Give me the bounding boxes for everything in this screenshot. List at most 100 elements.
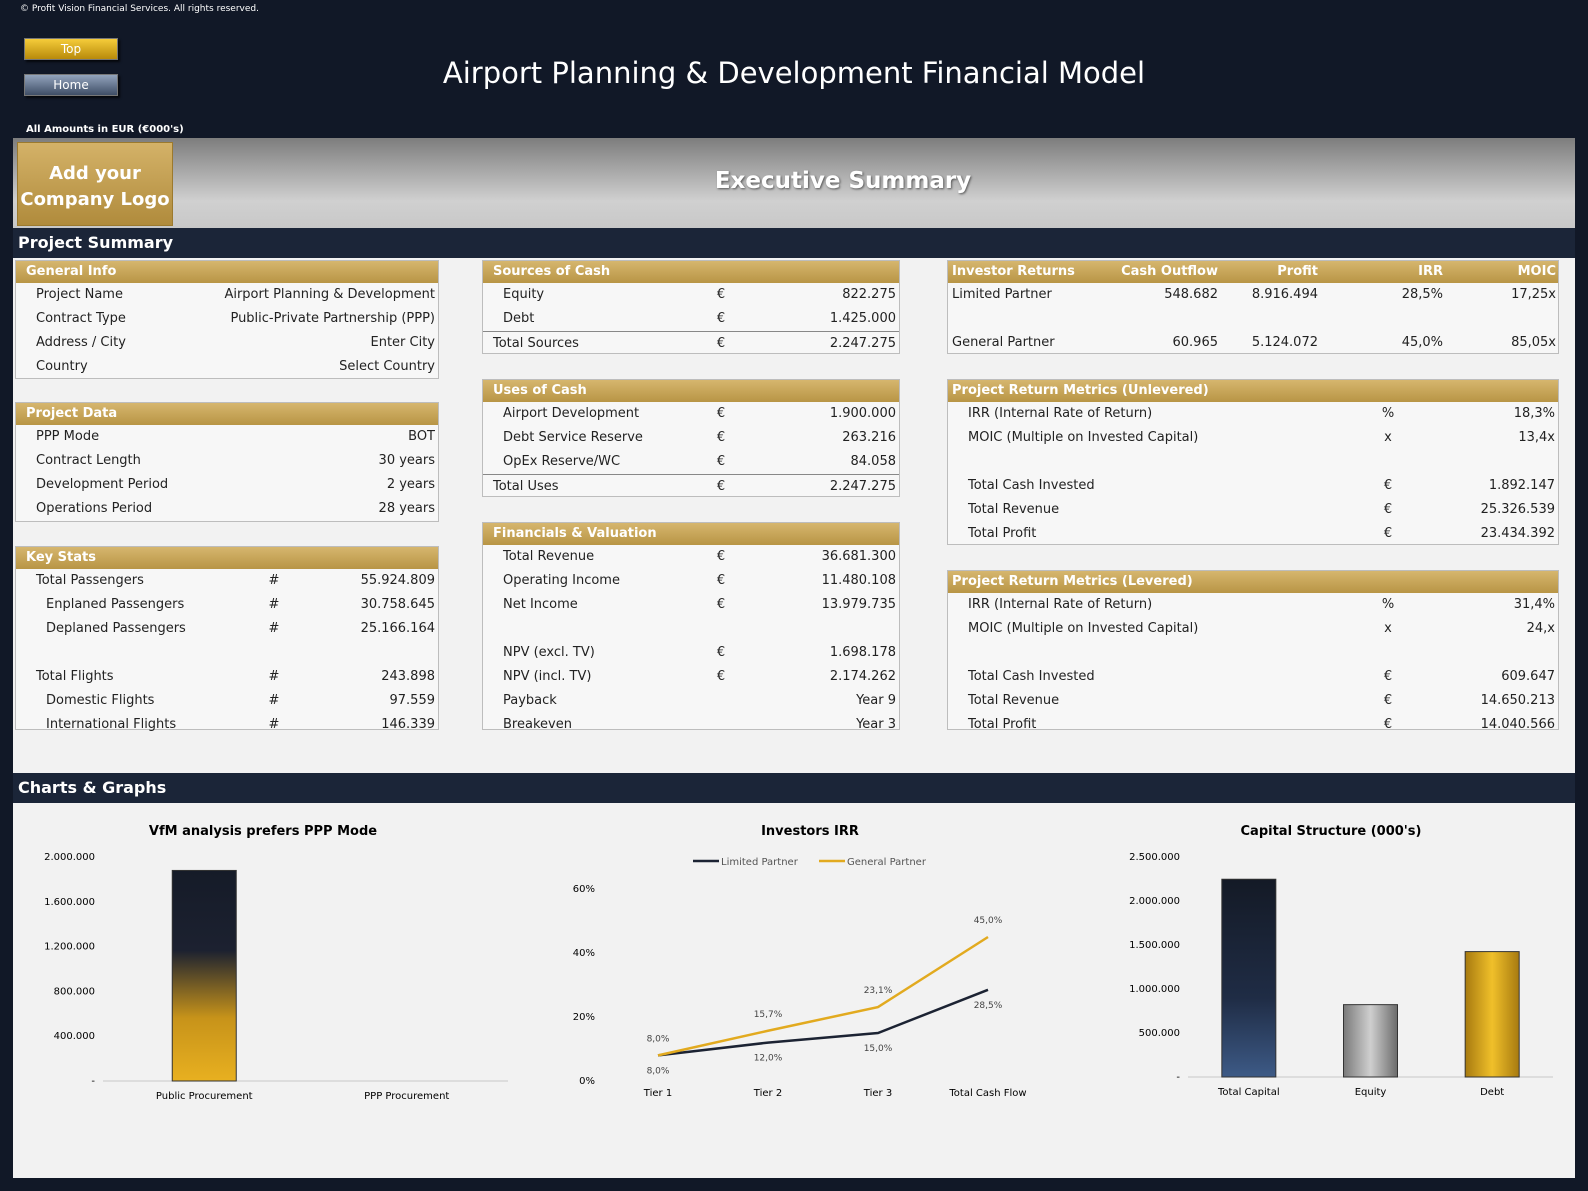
row-unit: # bbox=[268, 717, 280, 732]
table-row: Operating Income €11.480.108 bbox=[483, 569, 899, 593]
project-data-header: Project Data bbox=[16, 403, 438, 425]
row-label: Contract Length bbox=[36, 453, 141, 468]
table-row: Operations Period 28 years bbox=[16, 497, 438, 521]
company-logo-placeholder[interactable]: Add your Company Logo bbox=[17, 142, 173, 226]
investor-outflow: 60.965 bbox=[1172, 335, 1219, 350]
data-label: 23,1% bbox=[864, 986, 893, 996]
bar bbox=[171, 869, 237, 1082]
x-tick-label: Tier 1 bbox=[643, 1088, 672, 1099]
row-label: Development Period bbox=[36, 477, 169, 492]
sources-header: Sources of Cash bbox=[483, 261, 899, 283]
row-label: Total Revenue bbox=[968, 502, 1060, 517]
bar bbox=[1221, 878, 1277, 1078]
table-row: OpEx Reserve/WC €84.058 bbox=[483, 450, 899, 474]
y-tick-label: 2.500.000 bbox=[1129, 852, 1180, 863]
row-label: Operating Income bbox=[503, 573, 620, 588]
y-tick-label: 1.500.000 bbox=[1129, 940, 1180, 951]
investor-profit: 8.916.494 bbox=[1251, 287, 1318, 302]
investor-label: General Partner bbox=[952, 335, 1055, 350]
table-row: Total Cash Invested €1.892.147 bbox=[948, 474, 1558, 498]
row-unit: x bbox=[1384, 621, 1392, 636]
logo-line-1: Add your bbox=[49, 163, 141, 184]
row-unit: % bbox=[1381, 597, 1395, 612]
table-row: Total Flights #243.898 bbox=[16, 665, 438, 689]
table-row: IRR (Internal Rate of Return)% 31,4% bbox=[948, 593, 1558, 617]
row-label: Net Income bbox=[503, 597, 578, 612]
series-line bbox=[657, 988, 989, 1057]
header-irr: IRR bbox=[1418, 264, 1443, 279]
unlevered-panel: Project Return Metrics (Unlevered) IRR (… bbox=[947, 379, 1559, 545]
investor-label: Limited Partner bbox=[952, 287, 1052, 302]
y-tick-label: 2.000.000 bbox=[44, 852, 95, 863]
row-value: 822.275 bbox=[842, 287, 896, 302]
row-label: Total Profit bbox=[968, 717, 1037, 732]
home-button[interactable]: Home bbox=[24, 74, 118, 96]
project-data-panel: Project Data PPP Mode BOT Contract Length 3… bbox=[15, 402, 439, 522]
row-label: MOIC (Multiple on Invested Capital) bbox=[968, 430, 1199, 445]
y-tick-label: 1.200.000 bbox=[44, 942, 95, 953]
table-row: Breakeven Year 3 bbox=[483, 713, 899, 737]
row-value: 36.681.300 bbox=[821, 549, 896, 564]
data-label: 15,7% bbox=[754, 1010, 783, 1020]
total-row: Total Sources €2.247.275 bbox=[483, 331, 899, 355]
row-value: 146.339 bbox=[381, 717, 435, 732]
chart-title: VfM analysis prefers PPP Mode bbox=[149, 824, 377, 839]
row-unit: # bbox=[268, 597, 280, 612]
row-label: Airport Development bbox=[503, 406, 640, 421]
table-row: Country Select Country bbox=[16, 355, 438, 379]
app-title: Airport Planning & Development Financial… bbox=[442, 56, 1146, 90]
investor-returns-panel: Investor Returns Cash Outflow Profit IRR… bbox=[947, 260, 1559, 354]
table-row: Net Income €13.979.735 bbox=[483, 593, 899, 617]
table-row: Domestic Flights #97.559 bbox=[16, 689, 438, 713]
row-unit: € bbox=[1383, 478, 1393, 493]
row-label: Breakeven bbox=[503, 717, 572, 732]
key-stats-rows: Total Passengers #55.924.809 Enplaned Pass… bbox=[16, 569, 438, 737]
row-label: Equity bbox=[503, 287, 545, 302]
copyright-text: © Profit Vision Financial Services. All … bbox=[20, 4, 259, 14]
table-row: Deplaned Passengers #25.166.164 bbox=[16, 617, 438, 641]
table-row: Payback Year 9 bbox=[483, 689, 899, 713]
levered-panel: Project Return Metrics (Levered) IRR (In… bbox=[947, 570, 1559, 732]
total-row: Total Uses €2.247.275 bbox=[483, 474, 899, 498]
y-tick-label: 0% bbox=[579, 1076, 595, 1087]
table-row: IRR (Internal Rate of Return)% 18,3% bbox=[948, 402, 1558, 426]
data-label: 8,0% bbox=[647, 1066, 670, 1076]
investor-outflow: 548.682 bbox=[1164, 287, 1218, 302]
row-value: Public-Private Partnership (PPP) bbox=[230, 311, 435, 326]
row-value: 28 years bbox=[378, 501, 435, 516]
investor-returns-header: Investor Returns Cash Outflow Profit IRR… bbox=[948, 261, 1558, 283]
row-value: 25.326.539 bbox=[1480, 502, 1555, 517]
currency-note: All Amounts in EUR (€000's) bbox=[26, 124, 184, 135]
unlevered-rows: IRR (Internal Rate of Return)% 18,3% MOIC … bbox=[948, 402, 1558, 546]
row-label: IRR (Internal Rate of Return) bbox=[968, 406, 1153, 421]
row-value: BOT bbox=[408, 429, 435, 444]
row-value: 2.247.275 bbox=[829, 336, 896, 351]
row-value: 243.898 bbox=[381, 669, 435, 684]
row-value: 31,4% bbox=[1513, 597, 1555, 612]
y-tick-label: 2.000.000 bbox=[1129, 896, 1180, 907]
data-label: 28,5% bbox=[974, 1001, 1003, 1011]
row-label: Enplaned Passengers bbox=[46, 597, 185, 612]
top-button[interactable]: Top bbox=[24, 38, 118, 60]
table-row: Total Cash Invested €609.647 bbox=[948, 665, 1558, 689]
row-value: 13,4x bbox=[1518, 430, 1555, 445]
row-label: Total Revenue bbox=[968, 693, 1060, 708]
row-unit: € bbox=[1383, 502, 1393, 517]
key-stats-panel: Key Stats Total Passengers #55.924.809 Enp… bbox=[15, 546, 439, 732]
row-unit: # bbox=[268, 693, 280, 708]
table-row: PPP Mode BOT bbox=[16, 425, 438, 449]
table-row: NPV (excl. TV) €1.698.178 bbox=[483, 641, 899, 665]
data-label: 12,0% bbox=[754, 1054, 783, 1064]
table-row: Development Period 2 years bbox=[16, 473, 438, 497]
key-stats-header: Key Stats bbox=[16, 547, 438, 569]
project-data-rows: PPP Mode BOT Contract Length 30 years Develo… bbox=[16, 425, 438, 521]
row-value: Year 3 bbox=[856, 717, 896, 732]
series-line bbox=[657, 935, 989, 1057]
table-row: Equity €822.275 bbox=[483, 283, 899, 307]
x-tick-label: Tier 2 bbox=[753, 1088, 782, 1099]
header-cash-outflow: Cash Outflow bbox=[1121, 264, 1218, 279]
table-row: Total Profit €23.434.392 bbox=[948, 522, 1558, 546]
row-value: 18,3% bbox=[1513, 406, 1555, 421]
row-label: Debt Service Reserve bbox=[503, 430, 643, 445]
row-label: Total Uses bbox=[493, 479, 559, 494]
